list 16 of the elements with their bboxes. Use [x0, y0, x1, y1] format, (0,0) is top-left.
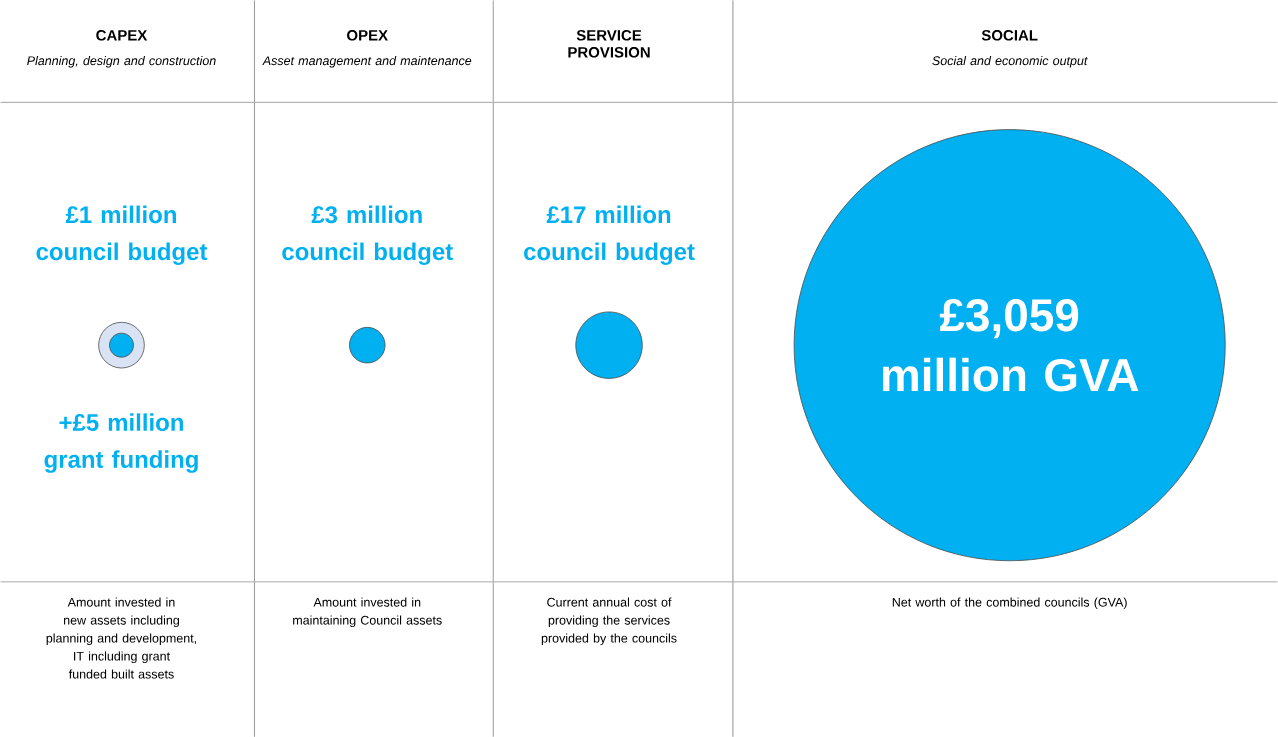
- data-label: +£5 million grant funding: [44, 413, 198, 473]
- data-label: £1 million council budget: [36, 205, 208, 265]
- category-label: CAPEX: [96, 29, 148, 41]
- text: Current annual cost of providing the services provided by the councils: [541, 597, 677, 645]
- text: Amount invested in maintaining Council assets: [293, 597, 442, 627]
- category-label: SOCIAL: [981, 29, 1038, 41]
- data-label: £3,059 million GVA: [882, 298, 1139, 392]
- text: Asset management and maintenance: [262, 55, 472, 68]
- category-label: OPEX: [347, 29, 388, 41]
- text: Net worth of the combined councils (GVA): [892, 597, 1127, 609]
- text: Amount invested in new assets including planning and development, IT including grant funded built assets: [46, 597, 197, 679]
- data-label: £3 million council budget: [282, 205, 453, 265]
- data-label: £17 million council budget: [524, 205, 695, 265]
- text: Planning, design and construction: [27, 55, 216, 68]
- text: Social and economic output: [932, 55, 1088, 68]
- category-label: SERVICE PROVISION: [568, 29, 650, 58]
